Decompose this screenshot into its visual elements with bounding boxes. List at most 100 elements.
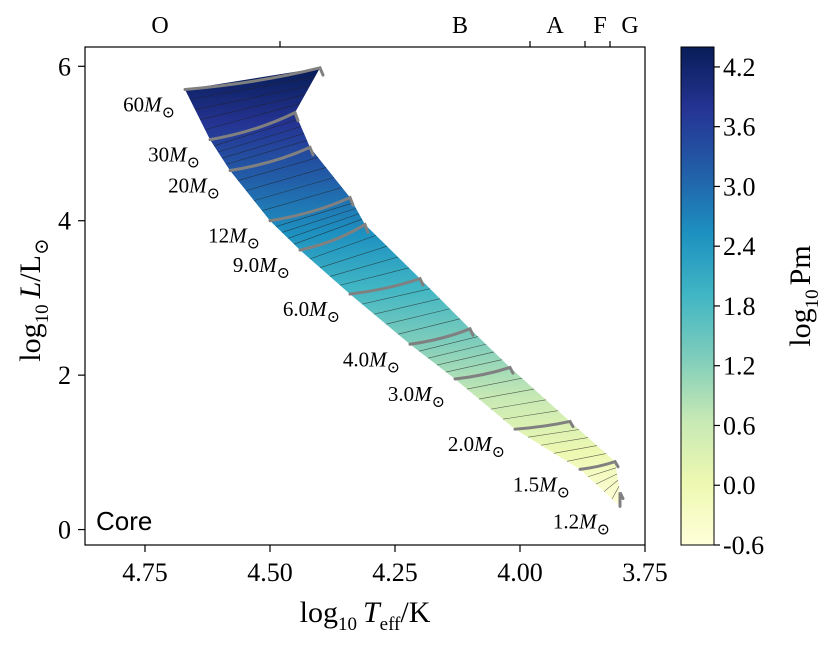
contour-line: [527, 429, 580, 438]
mass-label-6p0M: 6.0M⊙: [283, 297, 340, 326]
contour-line: [427, 343, 487, 359]
colorbar-tick-label: 4.2: [723, 53, 756, 82]
colorbar-ticks: 4.2 3.6 3.0 2.4 1.8 1.2 0.6 0.0 -0.6: [714, 53, 764, 560]
contour-line: [287, 213, 360, 239]
plot-frame: [84, 46, 646, 546]
mass-label-1p2M: 1.2M⊙: [553, 509, 610, 538]
contour-line: [478, 388, 535, 400]
y-tick-label: 4: [58, 207, 71, 236]
colorbar-scale: [680, 46, 715, 546]
contour-line: [217, 126, 302, 153]
colorbar-tick-label: -0.6: [723, 531, 764, 560]
contour-line: [466, 377, 523, 390]
contour-line: [445, 359, 503, 373]
mass-label-9p0M: 9.0M⊙: [233, 253, 290, 282]
contour-line: [293, 218, 363, 245]
contour-line: [397, 318, 461, 335]
colorbar-tick-label: 3.6: [723, 113, 756, 142]
colorbar-tick-label: 0.6: [723, 411, 756, 440]
contour-line: [309, 235, 377, 260]
y-axis-title: log10L/L⊙: [14, 238, 53, 361]
x-tick-label: 4.25: [372, 558, 418, 587]
track-20M: [228, 145, 315, 173]
y-tick-label: 0: [58, 516, 71, 545]
colorbar-tick-label: 1.8: [723, 292, 756, 321]
contour-line: [194, 85, 311, 110]
mass-label-30M: 30M⊙: [148, 143, 200, 172]
track-60M: [183, 66, 325, 91]
contour-line: [373, 298, 441, 315]
main-sequence-band: [185, 67, 620, 507]
mass-labels: 60M⊙ 30M⊙20M⊙ 12M⊙9.0M⊙ 6.0M⊙4.0M⊙ 3.0M⊙2.0M…: [123, 92, 610, 538]
mass-label-20M: 20M⊙: [168, 174, 220, 203]
x-tick-label: 4.75: [122, 558, 168, 587]
contour-line: [253, 177, 335, 201]
contour-line: [566, 453, 607, 462]
track-30M: [208, 110, 300, 142]
spectral-class-G: G: [621, 13, 638, 39]
contour-line: [237, 157, 319, 181]
mass-label-2p0M: 2.0M⊙: [448, 432, 505, 461]
contour-line: [189, 76, 316, 100]
contour-line: [603, 479, 619, 492]
core-annotation: Core: [96, 506, 152, 536]
x-tick-label: 3.75: [622, 558, 668, 587]
contour-line: [361, 288, 431, 305]
colorbar-tick-label: 3.0: [723, 172, 756, 201]
colorbar-tick-label: 2.4: [723, 232, 756, 261]
contour-line: [281, 208, 357, 233]
contour-line: [385, 308, 451, 325]
contour-line: [339, 267, 410, 286]
spectral-class-F: F: [593, 13, 606, 39]
track-3p0M: [453, 365, 515, 381]
contour-line: [261, 187, 343, 211]
contour-line: [490, 399, 547, 410]
contour-line: [221, 133, 305, 159]
y-tick-label: 6: [58, 52, 71, 81]
contour-line: [611, 486, 620, 500]
contour-line: [199, 94, 306, 120]
spectral-class-O: O: [151, 13, 168, 39]
track-4p0M: [408, 326, 475, 346]
spectral-class-A: A: [546, 13, 564, 39]
contour-line: [418, 336, 479, 352]
contour-line: [245, 167, 327, 191]
track-12M: [268, 195, 355, 223]
main-sequence-band-fill: [185, 67, 620, 507]
contour-lines: [189, 76, 620, 500]
y-tick-label: 2: [58, 361, 71, 390]
spectral-class-B: B: [452, 13, 468, 39]
track-2p0M: [513, 419, 575, 431]
contour-line: [436, 351, 495, 366]
evolution-tracks: [183, 66, 625, 508]
contour-line: [502, 410, 559, 420]
mass-label-4p0M: 4.0M⊙: [343, 347, 400, 376]
mass-label-12M: 12M⊙: [208, 224, 260, 253]
contour-line: [275, 202, 354, 227]
contour-line: [553, 445, 598, 454]
mass-label-60M: 60M⊙: [123, 92, 175, 121]
colorbar-tick-label: 1.2: [723, 352, 756, 381]
x-axis-title: log10 Teff/K: [300, 596, 431, 635]
track-1p2M: [618, 491, 625, 508]
contour-line: [329, 256, 399, 277]
contour-line: [213, 119, 299, 147]
colorbar-title: log10Pm: [784, 245, 823, 346]
contour-line: [595, 473, 618, 485]
contour-line: [319, 245, 388, 268]
contour-line: [225, 140, 308, 165]
colorbar: 4.2 3.6 3.0 2.4 1.8 1.2 0.6 0.0 -0.6 log10Pm: [680, 46, 823, 560]
colorbar-tick-label: 0.0: [723, 471, 756, 500]
axes: 4.75 4.50 4.25 4.00 3.75 0 2 4 6: [58, 52, 668, 587]
track-1p5M: [578, 459, 620, 471]
x-tick-label: 4.50: [247, 558, 293, 587]
contour-line: [204, 103, 301, 130]
mass-label-3p0M: 3.0M⊙: [388, 382, 445, 411]
track-9p0M: [298, 222, 370, 252]
track-6p0M: [348, 276, 425, 296]
mass-label-1p5M: 1.5M⊙: [513, 472, 570, 501]
x-tick-label: 4.00: [497, 558, 543, 587]
contour-line: [540, 437, 589, 446]
